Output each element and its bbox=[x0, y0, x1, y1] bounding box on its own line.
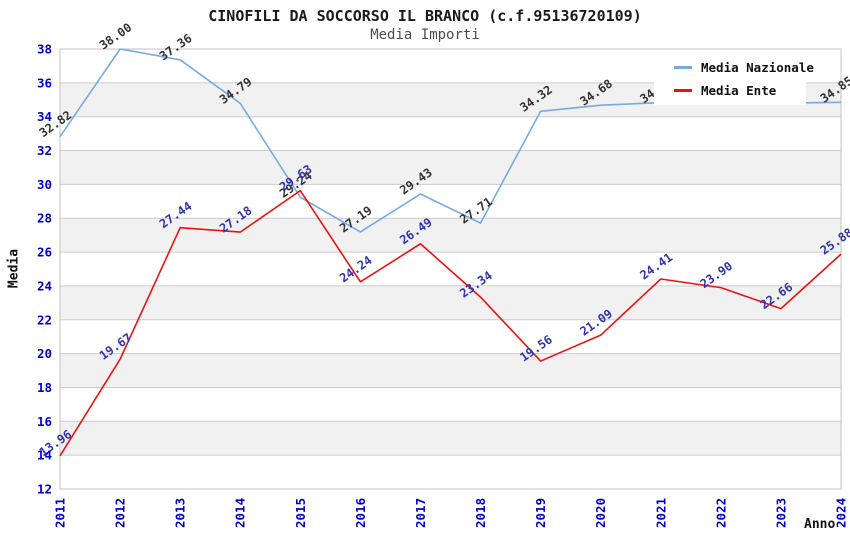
grid-band bbox=[60, 150, 841, 185]
x-tick-label: 2020 bbox=[593, 498, 608, 528]
y-tick-label: 28 bbox=[37, 211, 52, 226]
x-tick-label: 2023 bbox=[773, 498, 788, 528]
y-tick-label: 22 bbox=[37, 312, 52, 327]
x-tick-label: 2013 bbox=[173, 498, 188, 528]
legend-item-media-nazionale: Media Nazionale bbox=[654, 56, 814, 79]
grid-band bbox=[60, 285, 841, 320]
media-nazionale-line-marker-icon bbox=[674, 66, 692, 69]
legend-item-media-ente: Media Ente bbox=[654, 79, 806, 102]
y-tick-label: 36 bbox=[37, 75, 52, 90]
y-tick-label: 26 bbox=[37, 245, 52, 260]
chart-title: CINOFILI DA SOCCORSO IL BRANCO (c.f.9513… bbox=[208, 7, 642, 25]
y-tick-label: 12 bbox=[37, 482, 52, 497]
y-tick-label: 32 bbox=[37, 143, 52, 158]
y-tick-label: 16 bbox=[37, 414, 52, 429]
x-tick-label: 2018 bbox=[473, 498, 488, 528]
x-tick-label: 2012 bbox=[113, 498, 128, 528]
x-tick-label: 2024 bbox=[834, 498, 849, 528]
point-label: 38.00 bbox=[97, 20, 135, 52]
y-tick-label: 24 bbox=[37, 278, 52, 293]
grid-band bbox=[60, 353, 841, 388]
y-tick-label: 30 bbox=[37, 177, 52, 192]
x-tick-label: 2014 bbox=[233, 498, 248, 528]
point-label: 24.24 bbox=[337, 253, 375, 285]
x-tick-label: 2011 bbox=[53, 498, 68, 528]
legend: Media Nazionale Media Ente bbox=[654, 53, 814, 105]
series-line-1 bbox=[59, 189, 842, 457]
y-tick-label: 14 bbox=[37, 448, 52, 463]
x-tick-label: 2019 bbox=[533, 498, 548, 528]
y-tick-label: 18 bbox=[37, 380, 52, 395]
x-tick-label: 2021 bbox=[653, 498, 668, 528]
x-tick-label: 2017 bbox=[413, 498, 428, 528]
y-axis-title: Media bbox=[6, 248, 22, 289]
grid-band bbox=[60, 218, 841, 253]
media-ente-line-marker-icon bbox=[674, 89, 692, 92]
chart-subtitle: Media Importi bbox=[370, 27, 480, 43]
legend-label: Media Ente bbox=[701, 83, 777, 98]
y-tick-label: 38 bbox=[37, 42, 52, 57]
x-axis-title: Anno bbox=[804, 517, 836, 532]
y-tick-label: 34 bbox=[37, 109, 52, 124]
x-tick-label: 2022 bbox=[713, 498, 728, 528]
y-tick-label: 20 bbox=[37, 346, 52, 361]
grid-band bbox=[60, 421, 841, 456]
point-label: 24.41 bbox=[637, 250, 675, 282]
x-tick-label: 2015 bbox=[293, 498, 308, 528]
x-tick-label: 2016 bbox=[353, 498, 368, 528]
legend-label: Media Nazionale bbox=[701, 60, 814, 75]
plot-border bbox=[59, 48, 842, 490]
